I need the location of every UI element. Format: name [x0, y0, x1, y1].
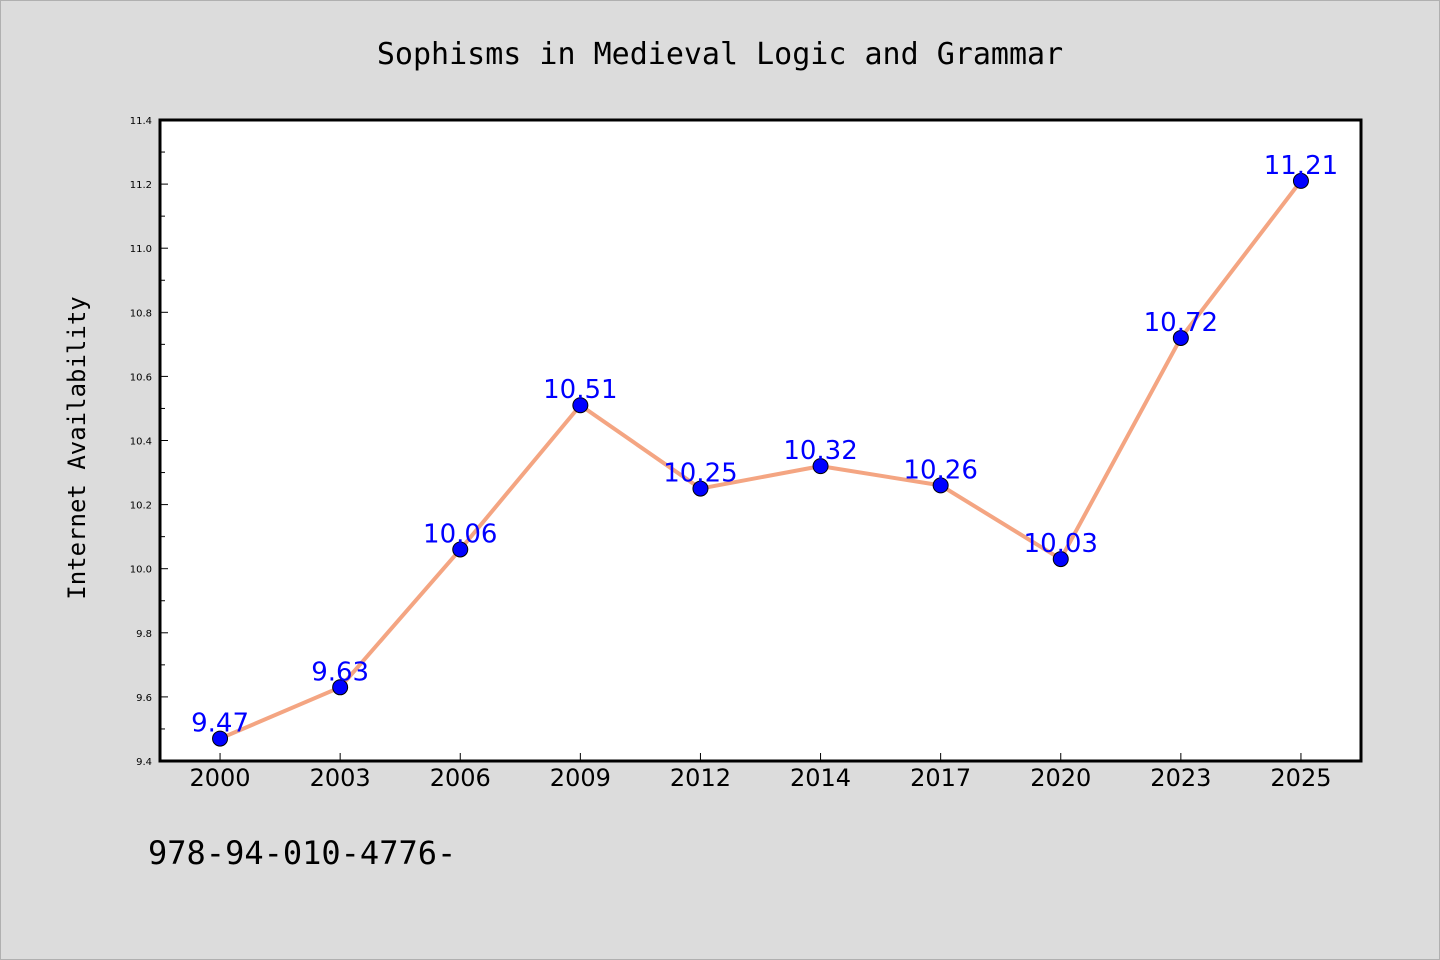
data-point: [1172, 329, 1189, 346]
x-tick-label: 2000: [190, 764, 251, 792]
y-tick-label: 11.2: [130, 180, 152, 191]
x-tick-label: 2012: [670, 764, 731, 792]
x-tick-label: 2009: [550, 764, 611, 792]
y-tick-label: 10.0: [130, 565, 152, 576]
data-point: [332, 679, 349, 696]
chart-title: Sophisms in Medieval Logic and Grammar: [377, 37, 1063, 72]
data-label: 10.26: [903, 455, 977, 485]
x-tick-label: 2017: [910, 764, 971, 792]
data-point: [572, 397, 589, 414]
x-tick-label: 2014: [790, 764, 851, 792]
data-label: 10.25: [663, 459, 737, 489]
data-label: 10.72: [1144, 308, 1218, 338]
data-point: [932, 477, 949, 494]
x-tick-label: 2025: [1270, 764, 1331, 792]
x-tick-label: 2003: [310, 764, 371, 792]
x-axis-ticks: 2000 2003 2006 2009 2012 2014 2017 2020 2023 2025: [190, 753, 1331, 792]
series-line: [218, 178, 1303, 741]
plot-frame: [158, 118, 1363, 763]
data-label: 10.06: [423, 519, 497, 549]
y-tick-label: 10.4: [130, 437, 152, 448]
data-point: [692, 480, 709, 497]
x-tick-label: 2006: [430, 764, 491, 792]
y-tick-label: 10.6: [130, 372, 152, 383]
footer-code: 978-94-010-4776-: [148, 834, 456, 872]
data-label: 10.51: [543, 375, 617, 405]
y-tick-label: 9.6: [136, 693, 152, 704]
x-tick-label: 2023: [1150, 764, 1211, 792]
data-label: 11.21: [1264, 151, 1338, 181]
data-label: 9.63: [311, 657, 369, 687]
data-markers: [212, 172, 1309, 747]
data-point: [812, 458, 829, 475]
y-tick-label: 9.4: [136, 757, 152, 768]
y-tick-label: 10.8: [130, 308, 152, 319]
data-point: [1052, 551, 1069, 568]
data-label: 10.03: [1024, 529, 1098, 559]
data-label: 9.47: [191, 709, 249, 739]
y-tick-label: 10.2: [130, 501, 152, 512]
data-point: [212, 730, 229, 747]
data-label: 10.32: [783, 436, 857, 466]
y-tick-label: 11.4: [130, 116, 152, 127]
plot-area: [160, 120, 1361, 761]
y-tick-label: 11.0: [130, 244, 152, 255]
y-axis-label: Internet Availability: [63, 296, 91, 599]
x-tick-label: 2020: [1030, 764, 1091, 792]
data-point: [452, 541, 469, 558]
data-labels: 9.47 9.63 10.06 10.51 10.25 10.32 10.26 10.03 10…: [191, 151, 1338, 739]
data-point: [1292, 172, 1309, 189]
y-tick-label: 9.8: [136, 629, 152, 640]
